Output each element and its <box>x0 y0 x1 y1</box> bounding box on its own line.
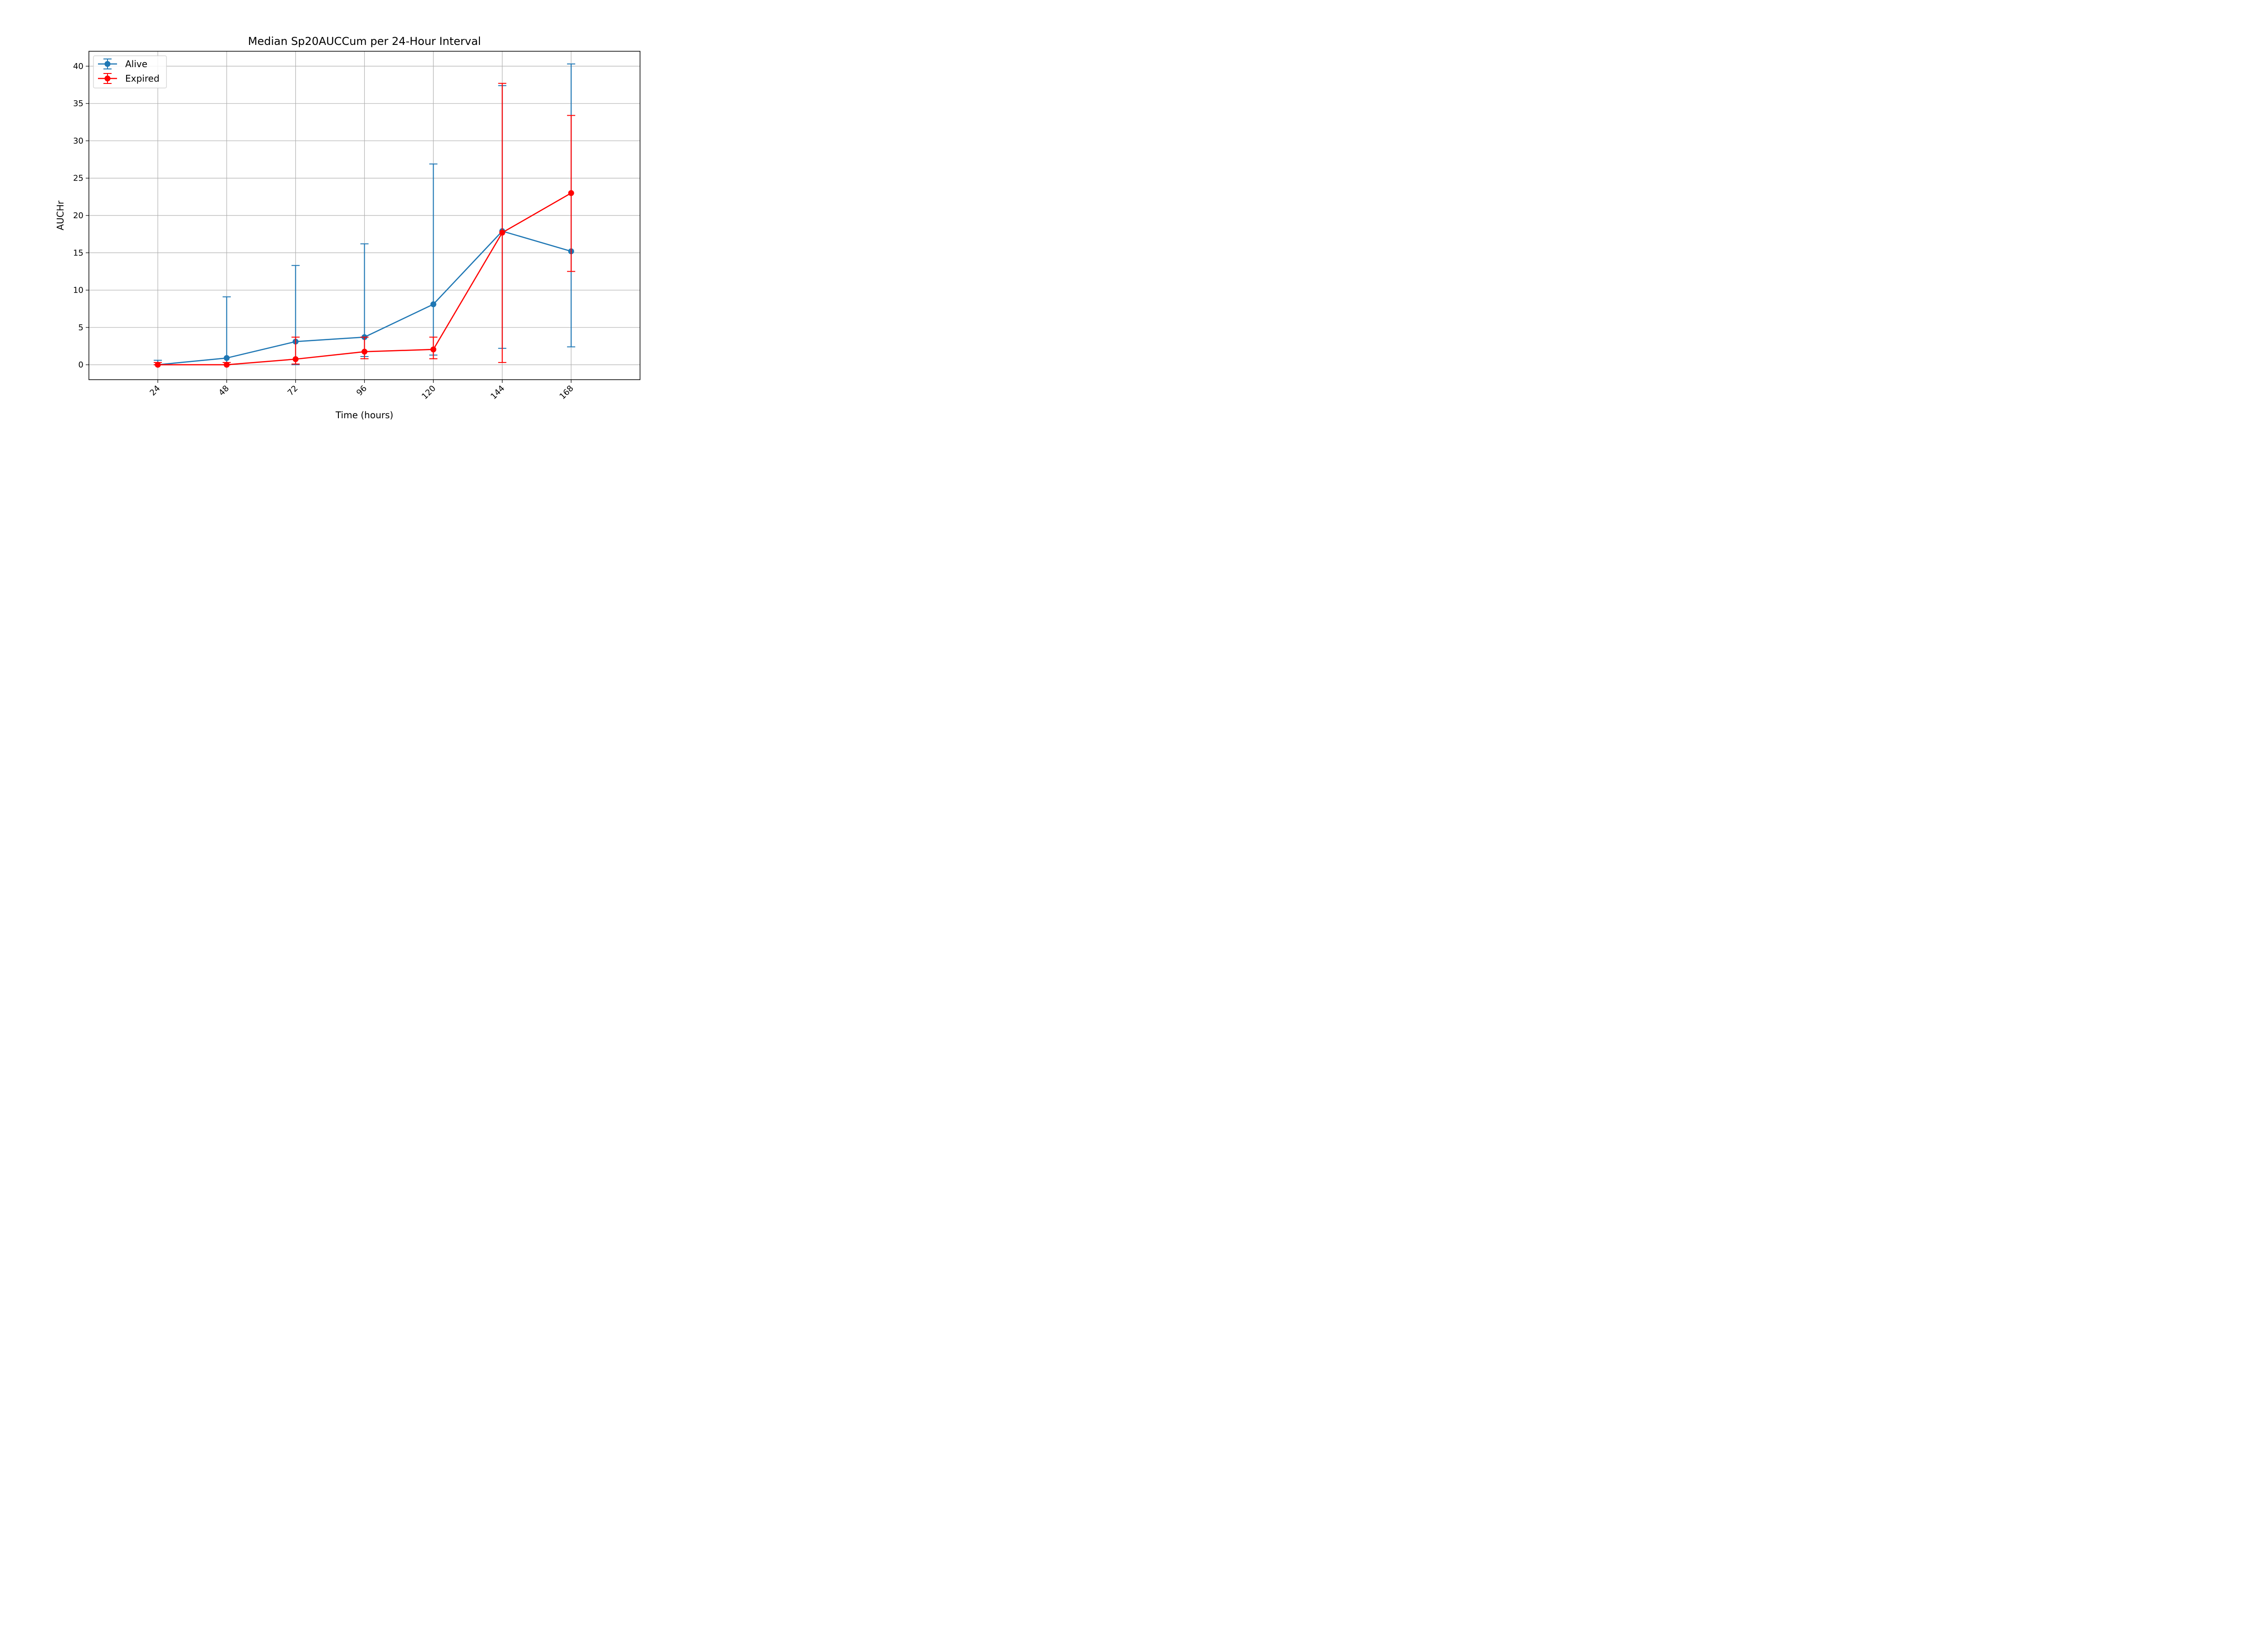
legend: Alive Expired <box>93 55 167 88</box>
legend-label: Alive <box>125 59 147 69</box>
y-tick-label: 5 <box>78 323 83 332</box>
legend-item-alive: Alive <box>98 59 147 69</box>
legend-marker <box>104 75 111 82</box>
y-tick-label: 40 <box>73 62 83 71</box>
chart: 24 48 72 96 120 144 168 0 5 10 15 20 25 30 35 40 Median… <box>0 0 701 420</box>
y-tick-label: 10 <box>73 286 83 295</box>
data-point <box>155 362 161 368</box>
legend-label: Expired <box>125 73 160 84</box>
y-tick-label: 20 <box>73 211 83 220</box>
y-tick-label: 25 <box>73 174 83 183</box>
data-point <box>362 348 367 355</box>
chart-title: Median Sp20AUCCum per 24-Hour Interval <box>248 35 481 48</box>
series-expired <box>153 83 576 368</box>
y-axis-label: AUCHr <box>55 200 66 230</box>
x-axis-label: Time (hours) <box>335 410 393 420</box>
data-point <box>568 190 574 196</box>
data-point <box>293 356 299 362</box>
y-tick-label: 0 <box>78 360 83 370</box>
y-tick-label: 15 <box>73 248 83 258</box>
data-point <box>430 301 436 308</box>
legend-marker <box>104 61 111 67</box>
y-tick-label: 35 <box>73 99 83 108</box>
data-point <box>224 355 230 361</box>
legend-item-expired: Expired <box>98 73 160 84</box>
data-point <box>430 346 436 352</box>
data-point <box>224 362 230 368</box>
data-point <box>499 230 505 236</box>
y-tick-label: 30 <box>73 136 83 146</box>
series-layer <box>153 63 576 368</box>
